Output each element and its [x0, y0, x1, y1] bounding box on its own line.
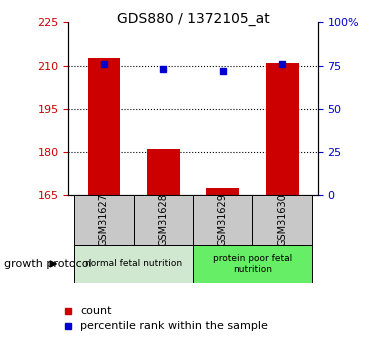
Bar	[74, 195, 134, 245]
Bar	[206, 188, 239, 195]
Text: percentile rank within the sample: percentile rank within the sample	[80, 321, 268, 331]
Text: GSM31628: GSM31628	[158, 194, 168, 246]
Text: normal fetal nutrition: normal fetal nutrition	[85, 259, 182, 268]
Text: GSM31629: GSM31629	[218, 194, 228, 246]
Bar	[134, 195, 193, 245]
Bar	[193, 195, 252, 245]
Text: GDS880 / 1372105_at: GDS880 / 1372105_at	[117, 12, 269, 26]
Bar	[147, 149, 180, 195]
Bar	[193, 245, 312, 283]
Text: count: count	[80, 306, 112, 315]
Bar	[74, 245, 193, 283]
Bar	[266, 63, 298, 195]
Text: GSM31627: GSM31627	[99, 194, 109, 246]
Text: protein poor fetal
nutrition: protein poor fetal nutrition	[213, 254, 292, 274]
Text: GSM31630: GSM31630	[277, 194, 287, 246]
Text: growth protocol: growth protocol	[4, 259, 92, 269]
Bar	[252, 195, 312, 245]
Bar	[88, 58, 120, 195]
